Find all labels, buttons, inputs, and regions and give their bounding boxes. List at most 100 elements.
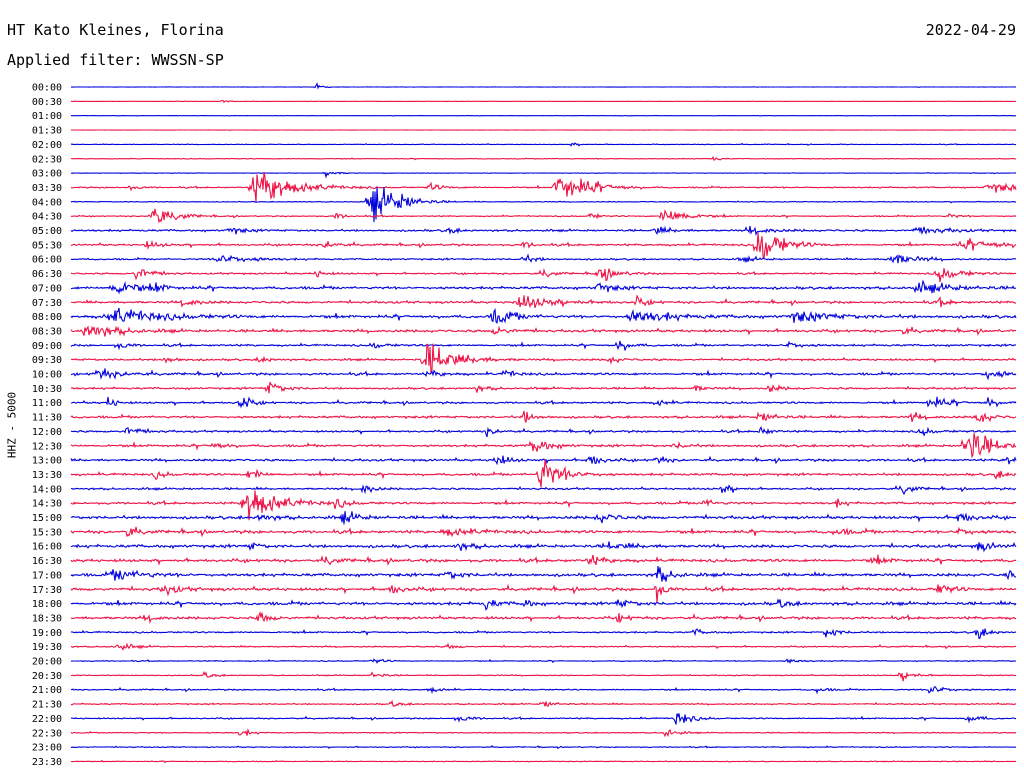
- time-tick-label: 18:30: [32, 613, 62, 624]
- trace-row-0130: [71, 129, 1016, 131]
- time-tick-label: 23:00: [32, 743, 62, 754]
- time-tick-label: 04:30: [32, 212, 62, 223]
- time-tick-label: 11:30: [32, 413, 62, 424]
- trace-row-1400: [70, 484, 1017, 496]
- time-tick-label: 06:30: [32, 269, 62, 280]
- time-tick-label: 02:30: [32, 154, 62, 165]
- trace-row-1700: [70, 566, 1017, 582]
- trace-row-1900: [70, 628, 1017, 640]
- trace-row-1830: [70, 610, 1016, 624]
- trace-row-2330: [70, 759, 1017, 764]
- trace-row-0500: [70, 225, 1017, 237]
- trace-row-1630: [70, 554, 1017, 566]
- time-tick-label: 10:30: [32, 384, 62, 395]
- trace-row-0200: [70, 142, 1017, 147]
- trace-row-2300: [70, 745, 1017, 750]
- time-tick-label: 12:30: [32, 441, 62, 452]
- station-title: HT Kato Kleines, Florina: [7, 21, 224, 39]
- trace-row-1200: [71, 426, 1017, 438]
- trace-row-2230: [70, 728, 1017, 738]
- time-tick-label: 15:00: [32, 513, 62, 524]
- seismogram-traces: [70, 82, 1017, 764]
- time-tick-label: 05:30: [32, 240, 62, 251]
- trace-row-0830: [70, 325, 1017, 337]
- time-tick-label: 14:00: [32, 484, 62, 495]
- time-tick-label: 07:30: [32, 298, 62, 309]
- time-tick-label: 21:00: [32, 685, 62, 696]
- trace-row-0800: [70, 307, 1017, 324]
- trace-row-2130: [70, 699, 1017, 707]
- trace-row-1800: [70, 598, 1017, 611]
- trace-row-0330: [70, 171, 1017, 203]
- time-tick-label: 08:30: [32, 326, 62, 337]
- time-tick-label: 18:00: [32, 599, 62, 610]
- trace-row-1500: [70, 511, 1017, 525]
- time-tick-label: 10:00: [32, 370, 62, 381]
- time-tick-label: 03:00: [32, 169, 62, 180]
- time-tick-label: 20:30: [32, 671, 62, 682]
- trace-row-0300: [71, 171, 1017, 179]
- trace-row-1100: [70, 396, 1017, 409]
- time-tick-label: 02:00: [32, 140, 62, 151]
- time-tick-label: 13:30: [32, 470, 62, 481]
- trace-row-1430: [70, 490, 1016, 521]
- time-tick-label: 03:30: [32, 183, 62, 194]
- trace-row-0730: [71, 294, 1017, 309]
- time-tick-label: 16:30: [32, 556, 62, 567]
- time-tick-label: 00:00: [32, 83, 62, 94]
- trace-row-0530: [70, 232, 1017, 259]
- trace-row-0430: [70, 208, 1017, 224]
- trace-row-1530: [70, 526, 1017, 538]
- time-tick-label: 23:30: [32, 757, 62, 768]
- trace-row-1730: [70, 583, 1017, 603]
- time-tick-label: 11:00: [32, 398, 62, 409]
- trace-row-1230: [70, 433, 1017, 459]
- time-tick-label: 15:30: [32, 527, 62, 538]
- trace-row-1000: [70, 368, 1017, 381]
- trace-row-0600: [70, 253, 1017, 264]
- time-tick-label: 12:00: [32, 427, 62, 438]
- trace-row-2100: [70, 685, 1017, 695]
- time-tick-label: 19:00: [32, 628, 62, 639]
- time-tick-label: 06:00: [32, 255, 62, 266]
- trace-row-1330: [70, 459, 1017, 488]
- trace-row-1300: [70, 455, 1017, 466]
- time-tick-label: 08:00: [32, 312, 62, 323]
- trace-row-0630: [70, 268, 1017, 283]
- time-tick-label: 17:00: [32, 570, 62, 581]
- trace-row-1930: [70, 642, 1017, 651]
- time-tick-label: 22:30: [32, 728, 62, 739]
- time-tick-label: 14:30: [32, 499, 62, 510]
- trace-row-0000: [71, 82, 1017, 90]
- trace-row-0700: [70, 279, 1017, 295]
- time-tick-label: 19:30: [32, 642, 62, 653]
- filter-label: Applied filter: WWSSN-SP: [7, 51, 224, 69]
- date-label: 2022-04-29: [925, 21, 1016, 39]
- time-tick-label: 20:00: [32, 657, 62, 668]
- trace-row-1130: [70, 410, 1017, 423]
- time-tick-label: 09:00: [32, 341, 62, 352]
- trace-row-2000: [70, 658, 1017, 665]
- time-tick-label: 22:00: [32, 714, 62, 725]
- time-tick-label: 16:00: [32, 542, 62, 553]
- trace-row-0100: [70, 114, 1017, 117]
- time-tick-label: 21:30: [32, 700, 62, 711]
- time-tick-label: 09:30: [32, 355, 62, 366]
- trace-row-0230: [70, 155, 1017, 161]
- trace-row-0400: [70, 187, 1017, 223]
- time-tick-label: 17:30: [32, 585, 62, 596]
- trace-row-1030: [71, 381, 1017, 394]
- trace-row-2030: [70, 670, 1017, 682]
- time-tick-label: 01:00: [32, 111, 62, 122]
- time-tick-label: 05:00: [32, 226, 62, 237]
- time-tick-labels: 00:00 00:30 01:00 01:30 02:00 02:30 03:00 03:30…: [32, 83, 62, 768]
- time-tick-label: 13:00: [32, 456, 62, 467]
- trace-row-0900: [70, 340, 1017, 351]
- trace-row-1600: [70, 541, 1017, 553]
- trace-row-0930: [70, 343, 1017, 374]
- time-tick-label: 07:00: [32, 283, 62, 294]
- time-tick-label: 01:30: [32, 126, 62, 137]
- trace-row-0030: [70, 99, 1017, 104]
- time-tick-label: 00:30: [32, 97, 62, 108]
